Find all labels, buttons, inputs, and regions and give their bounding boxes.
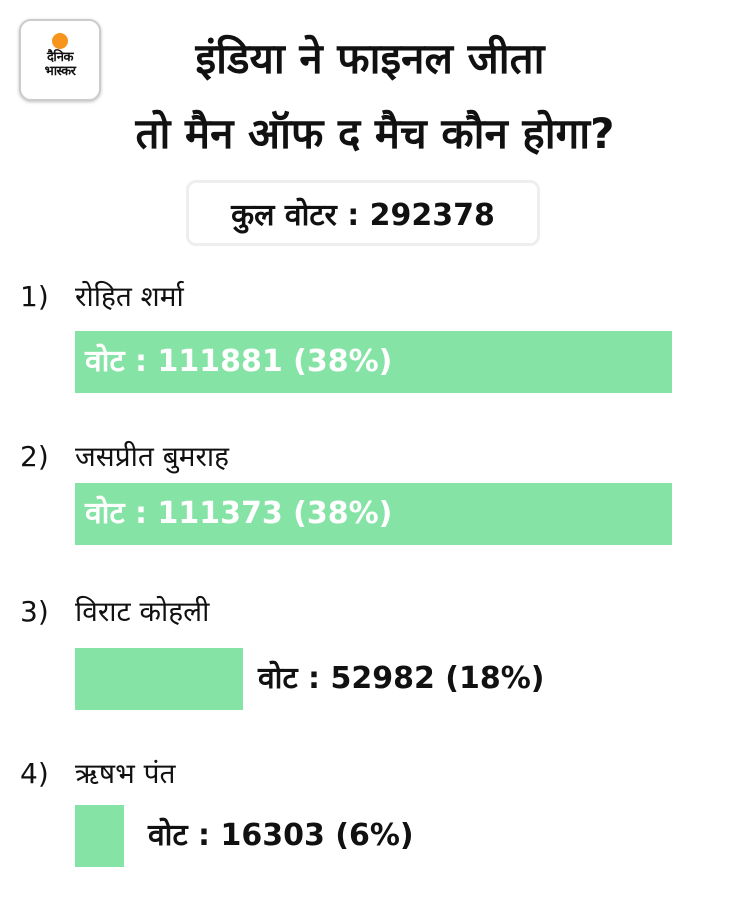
vote-label: वोट : 16303 (6%) bbox=[148, 818, 414, 853]
total-voters-badge: कुल वोटर : 292378 bbox=[186, 180, 540, 246]
title-line-1: इंडिया ने फाइनल जीता bbox=[195, 34, 545, 83]
rank: 2) bbox=[20, 440, 49, 473]
rank: 1) bbox=[20, 280, 49, 313]
logo-text: दैनिक bbox=[47, 50, 73, 65]
logo-sun-icon bbox=[52, 33, 68, 49]
candidate-name: ऋषभ पंत bbox=[75, 757, 176, 790]
candidate-name: रोहित शर्मा bbox=[75, 280, 184, 313]
logo-text: भास्कर bbox=[44, 64, 76, 79]
bar bbox=[75, 648, 243, 710]
bar bbox=[75, 483, 672, 545]
bar bbox=[75, 331, 672, 393]
vote-label: वोट : 111373 (38%) bbox=[85, 496, 393, 531]
rank: 4) bbox=[20, 757, 49, 790]
rank: 3) bbox=[20, 595, 49, 628]
vote-label: वोट : 52982 (18%) bbox=[258, 661, 545, 696]
title-line-2: तो मैन ऑफ द मैच कौन होगा? bbox=[135, 109, 615, 158]
dainik-bhaskar-logo: दैनिक भास्कर bbox=[19, 19, 101, 101]
vote-label: वोट : 111881 (38%) bbox=[85, 344, 393, 379]
bar bbox=[75, 805, 124, 867]
candidate-name: विराट कोहली bbox=[75, 595, 210, 628]
candidate-name: जसप्रीत बुमराह bbox=[75, 440, 230, 473]
